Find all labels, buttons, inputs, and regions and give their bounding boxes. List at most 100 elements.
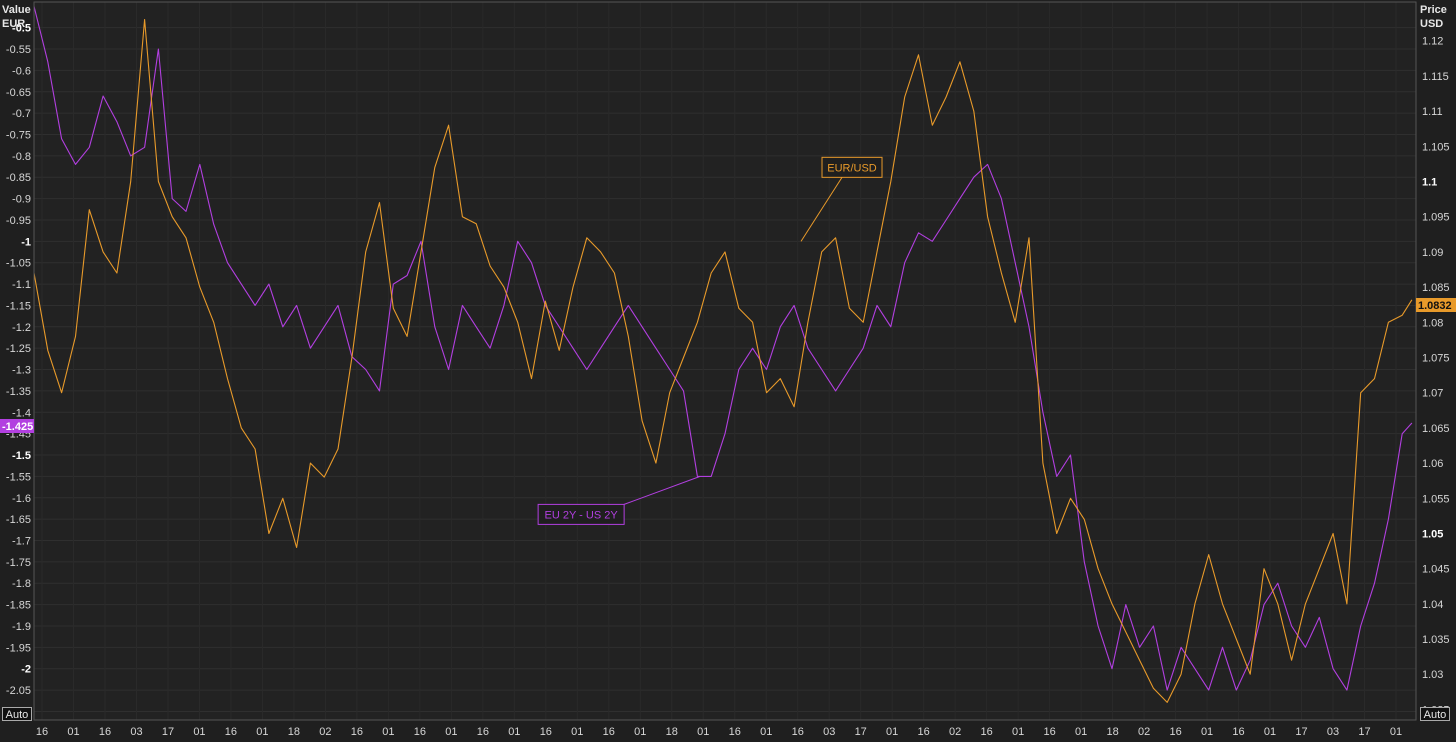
left-tick-label: -1 bbox=[21, 236, 31, 248]
spread-series-line bbox=[33, 6, 1413, 691]
x-tick-label: 17 bbox=[1358, 726, 1370, 738]
x-tick-label: 01 bbox=[886, 726, 898, 738]
left-axis: -0.5 -0.55 -0.6 -0.65 -0.7 -0.75 -0.8 -0.85 -0.9… bbox=[6, 23, 31, 719]
left-tick-label: -0.65 bbox=[6, 87, 31, 99]
x-tick-label: 16 bbox=[414, 726, 426, 738]
left-axis-title: Value bbox=[2, 4, 31, 16]
right-tick-label: 1.035 bbox=[1422, 634, 1450, 646]
left-tick-label: -0.75 bbox=[6, 129, 31, 141]
left-tick-label: -0.8 bbox=[12, 151, 31, 163]
right-tick-label: 1.065 bbox=[1422, 423, 1450, 435]
x-tick-label: 18 bbox=[666, 726, 678, 738]
x-tick-label: 01 bbox=[760, 726, 772, 738]
x-tick-label: 01 bbox=[256, 726, 268, 738]
x-tick-label: 01 bbox=[508, 726, 520, 738]
right-tick-label: 1.075 bbox=[1422, 352, 1450, 364]
right-tick-label: 1.03 bbox=[1422, 669, 1443, 681]
left-tick-label: -1.2 bbox=[12, 322, 31, 334]
annotations: EUR/USD EU 2Y - US 2Y bbox=[537, 156, 883, 525]
right-last-value-badge: 1.0832 bbox=[1416, 298, 1456, 312]
x-tick-label: 16 bbox=[981, 726, 993, 738]
right-tick-label: 1.09 bbox=[1422, 247, 1443, 259]
left-tick-label: -1.25 bbox=[6, 343, 31, 355]
right-tick-label: 1.11 bbox=[1422, 106, 1443, 118]
right-tick-label: 1.05 bbox=[1422, 528, 1443, 540]
annotation-label: EUR/USD bbox=[827, 162, 877, 174]
left-tick-label: -1.4 bbox=[12, 407, 31, 419]
x-tick-label: 02 bbox=[1138, 726, 1150, 738]
annotation-leader bbox=[800, 177, 843, 242]
series bbox=[33, 6, 1413, 703]
annotation-box bbox=[821, 156, 883, 178]
right-tick-label: 1.04 bbox=[1422, 599, 1443, 611]
left-tick-label: -1.05 bbox=[6, 258, 31, 270]
left-tick-label: -2 bbox=[21, 664, 31, 676]
left-tick-label: -1.1 bbox=[12, 279, 31, 291]
left-tick-label: -0.5 bbox=[12, 23, 31, 35]
annotation-box bbox=[537, 503, 625, 525]
x-tick-label: 03 bbox=[130, 726, 142, 738]
left-tick-label: -1.5 bbox=[12, 450, 31, 462]
x-tick-label: 16 bbox=[99, 726, 111, 738]
x-tick-label: 01 bbox=[193, 726, 205, 738]
left-tick-label: -0.85 bbox=[6, 172, 31, 184]
right-axis-title: Price bbox=[1420, 4, 1447, 16]
right-tick-label: 1.105 bbox=[1422, 141, 1450, 153]
x-tick-label: 01 bbox=[382, 726, 394, 738]
x-tick-label: 01 bbox=[1201, 726, 1213, 738]
x-tick-label: 01 bbox=[1012, 726, 1024, 738]
x-tick-label: 01 bbox=[571, 726, 583, 738]
left-tick-label: -1.9 bbox=[12, 621, 31, 633]
left-tick-label: -0.7 bbox=[12, 108, 31, 120]
left-tick-label: -0.55 bbox=[6, 44, 31, 56]
x-tick-label: 16 bbox=[792, 726, 804, 738]
grid bbox=[34, 2, 1416, 720]
x-tick-label: 01 bbox=[1264, 726, 1276, 738]
x-tick-label: 02 bbox=[319, 726, 331, 738]
right-tick-label: 1.085 bbox=[1422, 282, 1450, 294]
x-tick-label: 01 bbox=[67, 726, 79, 738]
right-tick-label: 1.055 bbox=[1422, 493, 1450, 505]
x-tick-label: 16 bbox=[36, 726, 48, 738]
right-axis: 1.12 1.115 1.11 1.105 1.1 1.095 1.09 1.085 1.08 1… bbox=[1422, 36, 1450, 717]
annotation-leader bbox=[623, 475, 701, 505]
x-tick-label: 01 bbox=[697, 726, 709, 738]
x-tick-label: 16 bbox=[540, 726, 552, 738]
right-tick-label: 1.1 bbox=[1422, 177, 1437, 189]
left-tick-label: -1.85 bbox=[6, 600, 31, 612]
x-tick-label: 01 bbox=[1390, 726, 1402, 738]
x-tick-label: 18 bbox=[288, 726, 300, 738]
left-last-value-badge: -1.425 bbox=[0, 419, 34, 433]
left-tick-label: -0.6 bbox=[12, 65, 31, 77]
left-tick-label: -1.55 bbox=[6, 471, 31, 483]
left-tick-label: -1.15 bbox=[6, 300, 31, 312]
x-tick-label: 03 bbox=[1327, 726, 1339, 738]
x-tick-label: 16 bbox=[1044, 726, 1056, 738]
annotation-label: EU 2Y - US 2Y bbox=[545, 509, 619, 521]
x-tick-label: 16 bbox=[225, 726, 237, 738]
right-tick-label: 1.08 bbox=[1422, 317, 1443, 329]
x-tick-label: 17 bbox=[1295, 726, 1307, 738]
right-last-value: 1.0832 bbox=[1418, 300, 1452, 312]
left-tick-label: -0.9 bbox=[12, 194, 31, 206]
x-tick-label: 16 bbox=[603, 726, 615, 738]
left-tick-label: -1.7 bbox=[12, 536, 31, 548]
x-tick-label: 16 bbox=[477, 726, 489, 738]
left-axis-unit: EUR bbox=[2, 18, 25, 30]
left-tick-label: -1.65 bbox=[6, 514, 31, 526]
left-tick-label: -1.75 bbox=[6, 557, 31, 569]
x-tick-label: 02 bbox=[949, 726, 961, 738]
x-tick-label: 01 bbox=[445, 726, 457, 738]
x-tick-label: 16 bbox=[351, 726, 363, 738]
auto-scale-right-button[interactable]: Auto bbox=[1420, 707, 1450, 721]
x-tick-label: 01 bbox=[1075, 726, 1087, 738]
x-tick-label: 16 bbox=[918, 726, 930, 738]
plot-area bbox=[34, 2, 1416, 720]
left-tick-label: -1.6 bbox=[12, 493, 31, 505]
auto-scale-left-button[interactable]: Auto bbox=[2, 707, 32, 721]
left-tick-label: -1.35 bbox=[6, 386, 31, 398]
right-tick-label: 1.07 bbox=[1422, 388, 1443, 400]
x-tick-label: 01 bbox=[634, 726, 646, 738]
x-tick-label: 03 bbox=[823, 726, 835, 738]
